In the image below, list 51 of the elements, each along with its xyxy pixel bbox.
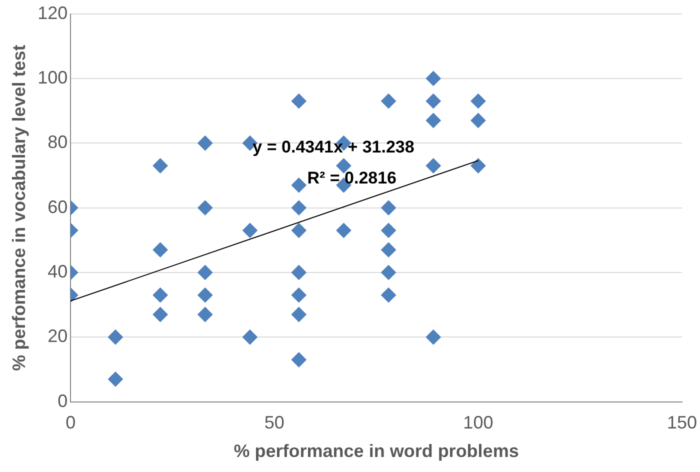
y-tick-label: 80 bbox=[48, 132, 68, 152]
annotation: R² = 0.2816 bbox=[307, 168, 397, 188]
point bbox=[470, 94, 486, 109]
y-tick-label: 100 bbox=[38, 67, 68, 88]
point bbox=[426, 113, 441, 128]
y-tick-label: 120 bbox=[38, 2, 68, 23]
point bbox=[198, 307, 213, 322]
point bbox=[198, 264, 213, 280]
point bbox=[152, 158, 168, 174]
point bbox=[336, 158, 352, 174]
point bbox=[108, 330, 123, 345]
point bbox=[381, 242, 396, 258]
point bbox=[470, 158, 486, 174]
x-tick-label: 50 bbox=[264, 412, 284, 433]
point bbox=[291, 200, 306, 216]
point bbox=[470, 113, 486, 128]
point bbox=[291, 352, 306, 368]
x-axis-title: % performance in word problems bbox=[234, 441, 519, 462]
point bbox=[291, 178, 306, 193]
point bbox=[242, 330, 258, 345]
point bbox=[381, 288, 396, 303]
y-tick-label: 40 bbox=[48, 261, 68, 282]
point bbox=[426, 70, 441, 86]
point bbox=[291, 307, 306, 322]
point bbox=[426, 330, 441, 345]
point bbox=[381, 222, 396, 238]
point bbox=[152, 307, 168, 322]
x-tick-label: 100 bbox=[463, 412, 494, 433]
y-tick-label: 0 bbox=[58, 390, 68, 411]
y-tick-label: 60 bbox=[48, 196, 68, 217]
point bbox=[152, 242, 168, 258]
point bbox=[426, 94, 441, 109]
point bbox=[198, 136, 213, 151]
point bbox=[198, 288, 213, 303]
y-axis-title: % perfomance in vocabulary level test bbox=[8, 44, 29, 371]
point bbox=[291, 94, 306, 109]
point bbox=[108, 372, 123, 387]
point bbox=[336, 222, 352, 238]
point bbox=[242, 222, 258, 238]
y-tick-label: 20 bbox=[48, 326, 68, 346]
annotation: y = 0.4341x + 31.238 bbox=[252, 137, 414, 156]
point bbox=[291, 288, 306, 303]
x-tick-label: 150 bbox=[666, 412, 698, 433]
point bbox=[381, 264, 396, 280]
point bbox=[381, 94, 396, 109]
point bbox=[152, 288, 168, 303]
point bbox=[291, 264, 306, 280]
point bbox=[198, 200, 213, 216]
point bbox=[426, 158, 441, 174]
point bbox=[291, 222, 306, 238]
point bbox=[381, 200, 396, 216]
